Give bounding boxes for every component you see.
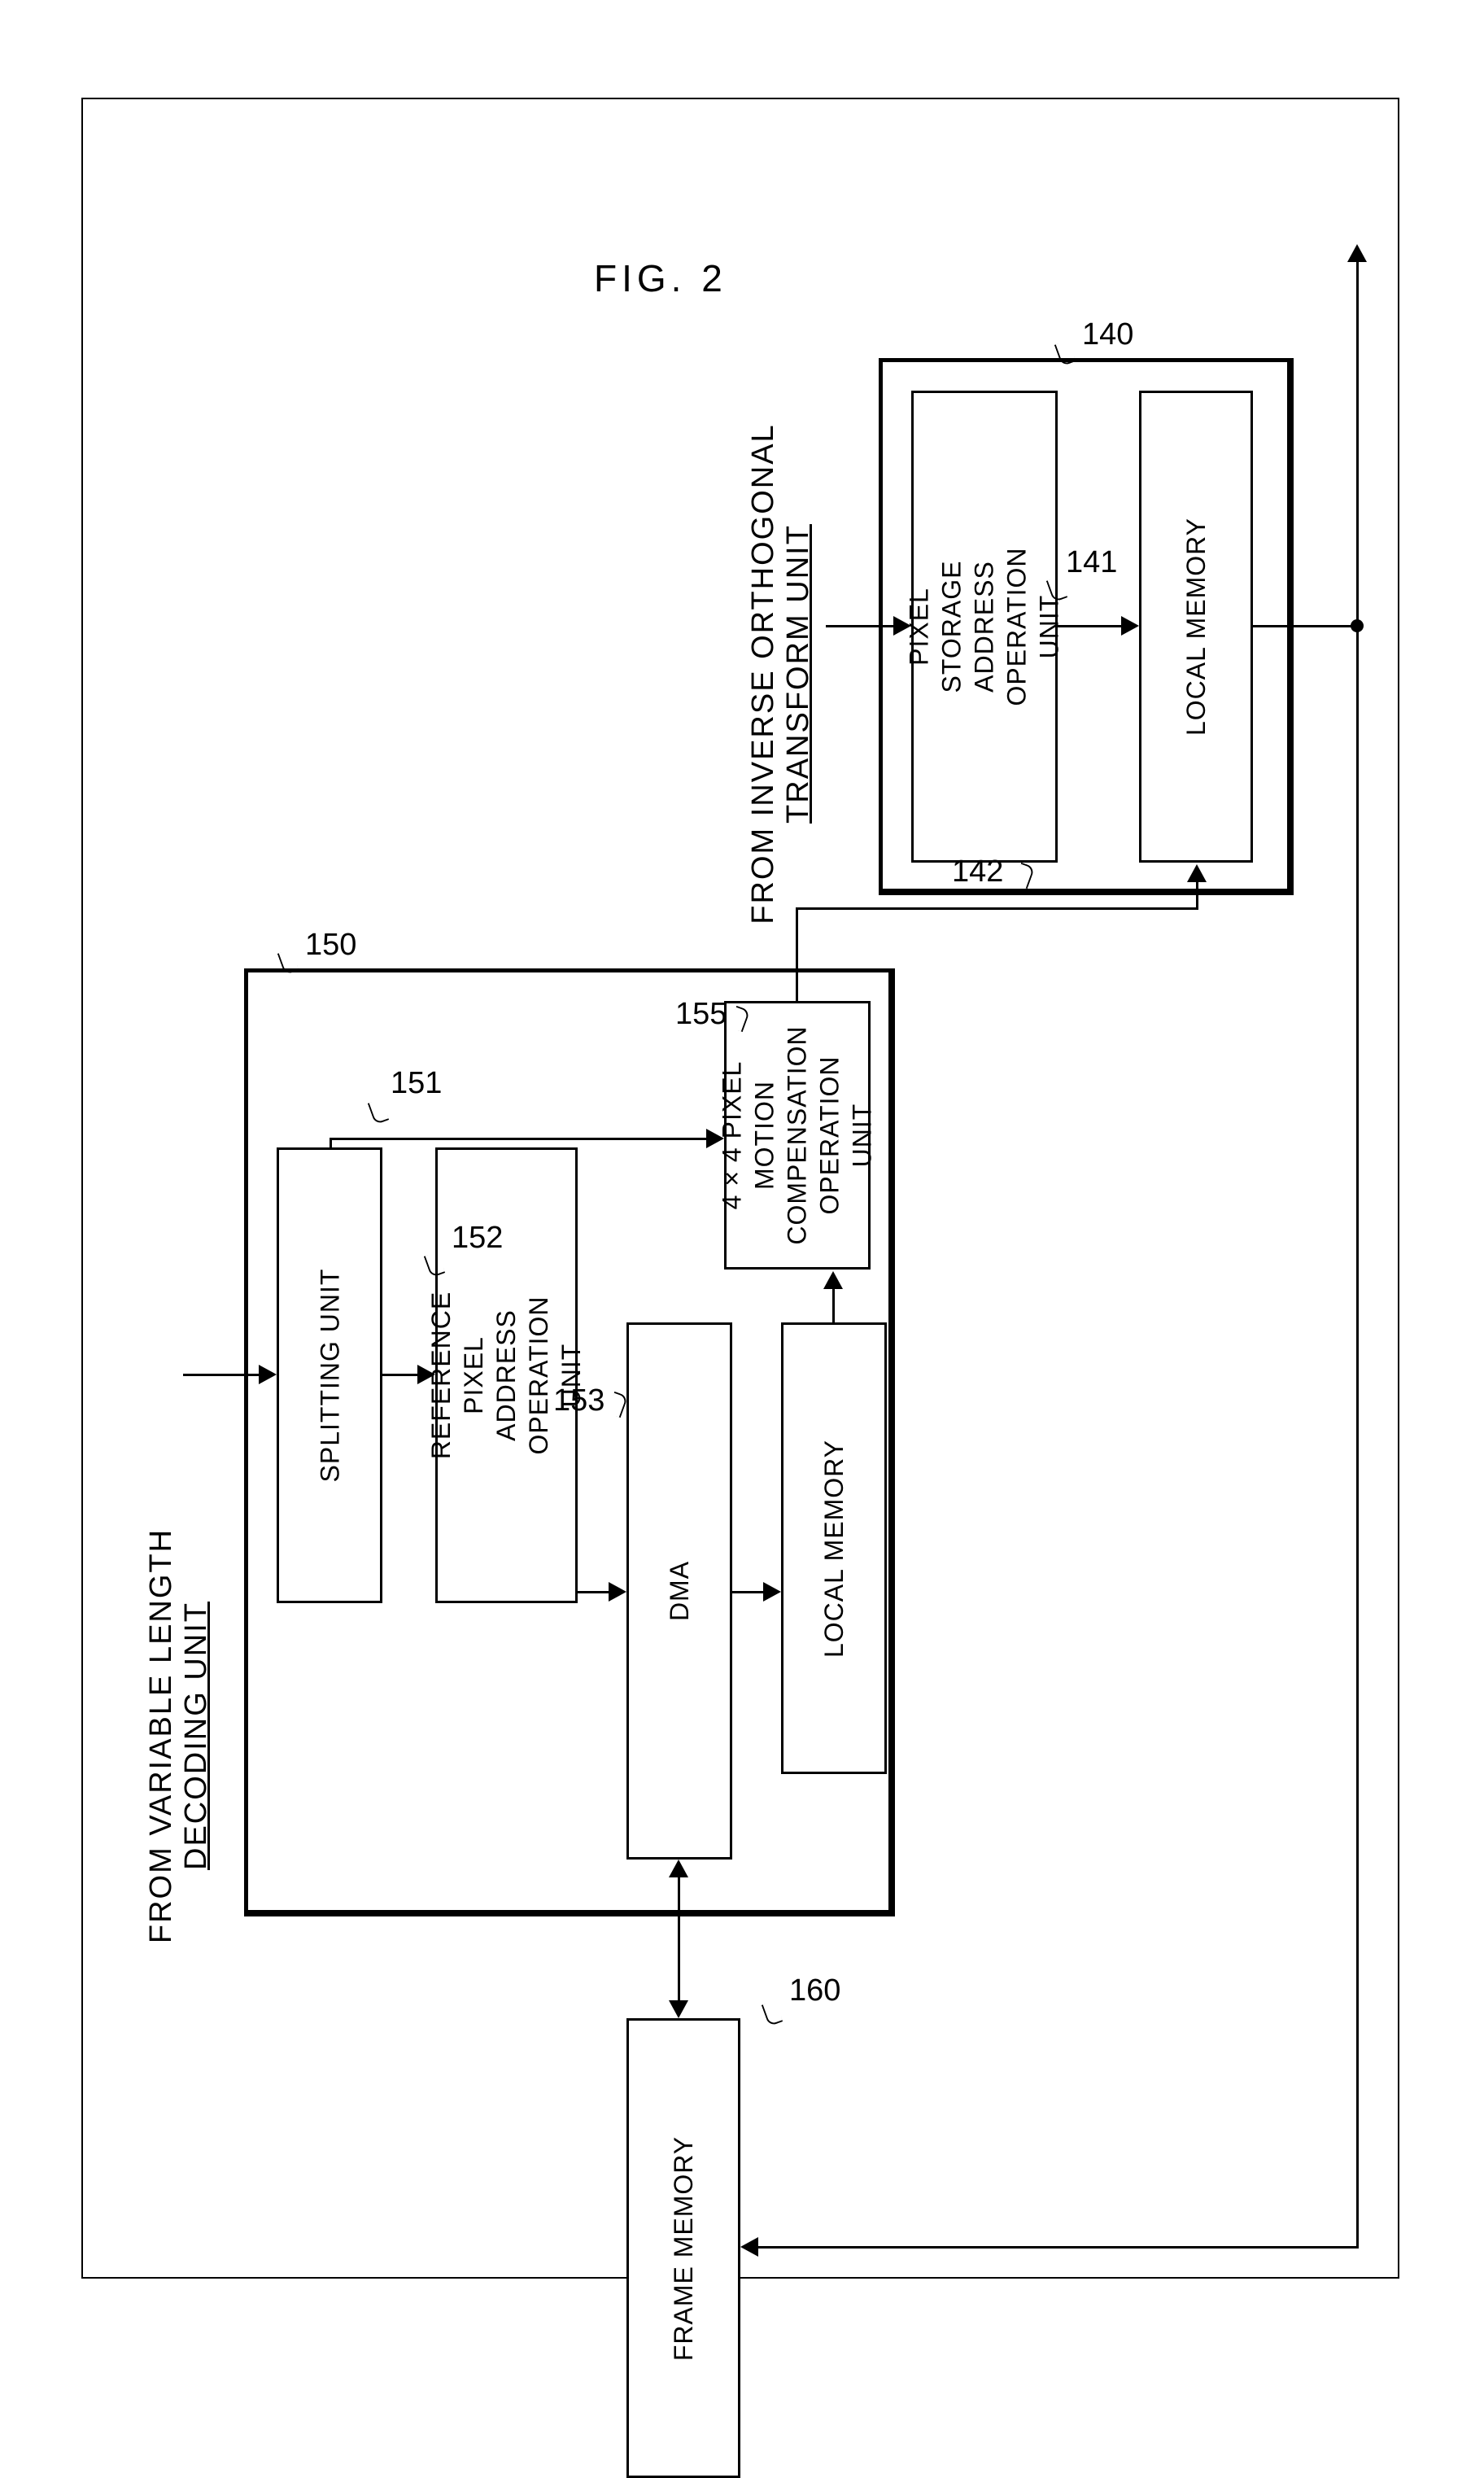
block-splitting-label: SPLITTING UNIT — [313, 1269, 346, 1483]
ref-150: 150 — [305, 928, 356, 963]
ref-160: 160 — [789, 1973, 840, 2008]
block-dma-label: DMA — [663, 1561, 696, 1621]
arrow-152-153 — [609, 1582, 626, 1602]
block-dma: DMA — [626, 1322, 732, 1860]
label-from-vld-text: FROM VARIABLE LENGTHDECODING UNIT — [144, 1528, 213, 1943]
block-splitting: SPLITTING UNIT — [277, 1147, 382, 1603]
arrow-155-142 — [1187, 864, 1207, 882]
ref-140: 140 — [1082, 317, 1133, 352]
line-142-fm-v — [1356, 627, 1359, 2248]
block-frame-memory: FRAME MEMORY — [626, 2018, 740, 2478]
ref-153: 153 — [553, 1383, 605, 1418]
block-local-memory-150-label: LOCAL MEMORY — [818, 1439, 850, 1657]
line-155-142-v — [796, 907, 798, 1001]
ref-142: 142 — [952, 854, 1003, 889]
block-frame-memory-label: FRAME MEMORY — [667, 2135, 700, 2360]
line-151-152 — [382, 1374, 419, 1376]
line-154-155 — [832, 1287, 835, 1324]
block-ref-pixel-addr-label: REFERENCE PIXEL ADDRESS OPERATION UNIT — [426, 1291, 588, 1459]
block-local-memory-140: LOCAL MEMORY — [1139, 391, 1253, 863]
figure-title: FIG. 2 — [594, 256, 727, 300]
arrow-dma-fm-down — [669, 2000, 688, 2018]
block-local-memory-140-label: LOCAL MEMORY — [1180, 518, 1212, 736]
arrow-141-142 — [1121, 616, 1139, 636]
line-153-154 — [732, 1591, 765, 1593]
line-142-out-v-up — [1356, 260, 1359, 627]
arrow-dma-fm-up — [669, 1860, 688, 1877]
arrow-vld-split — [259, 1365, 277, 1384]
block-pixel-storage-label: PIXEL STORAGE ADDRESS OPERATION UNIT — [903, 547, 1066, 706]
line-141-142 — [1058, 625, 1123, 627]
arrow-151-152 — [417, 1365, 435, 1384]
line-vld-split — [183, 1374, 260, 1376]
line-152-153 — [578, 1591, 610, 1593]
arrow-153-154 — [763, 1582, 781, 1602]
iotu-part1: INVERSE ORTHOGONAL — [746, 423, 780, 816]
ref-155: 155 — [675, 997, 727, 1032]
iotu-uline: TRANSFORM UNIT — [781, 524, 815, 824]
line-dma-fm — [678, 1876, 680, 2002]
block-ref-pixel-addr: REFERENCE PIXEL ADDRESS OPERATION UNIT — [435, 1147, 578, 1603]
block-mc-4x4: 4 × 4 PIXEL MOTION COMPENSATION OPERATIO… — [724, 1001, 871, 1270]
arrow-151-155 — [706, 1129, 724, 1148]
line-155-142-h — [796, 907, 1198, 910]
block-pixel-storage: PIXEL STORAGE ADDRESS OPERATION UNIT — [911, 391, 1058, 863]
label-from-vld: FROM VARIABLE LENGTHDECODING UNIT — [144, 1451, 214, 2021]
arrow-iotu-141 — [893, 616, 911, 636]
arrow-142-fm — [740, 2237, 758, 2257]
vld-uline: DECODING UNIT — [179, 1602, 213, 1870]
line-iotu-141 — [826, 625, 895, 627]
ref-152: 152 — [452, 1221, 503, 1256]
line-142-out-h — [1253, 625, 1359, 627]
line-155-142-v2 — [1196, 881, 1198, 909]
line-151-155-c — [330, 1138, 386, 1140]
vld-part1: VARIABLE LENGTH — [144, 1528, 178, 1836]
block-mc-4x4-label: 4 × 4 PIXEL MOTION COMPENSATION OPERATIO… — [716, 1025, 879, 1244]
arrow-154-155 — [823, 1271, 843, 1289]
block-local-memory-150: LOCAL MEMORY — [781, 1322, 887, 1774]
label-from-iotu: FROM INVERSE ORTHOGONALTRANSFORM UNIT — [746, 348, 816, 999]
label-iotu-text: FROM INVERSE ORTHOGONALTRANSFORM UNIT — [746, 423, 815, 924]
page: FIG. 2 FROM VARIABLE LENGTHDECODING UNIT… — [0, 0, 1484, 2371]
line-151-155-h — [382, 1138, 708, 1140]
ref-151: 151 — [391, 1066, 442, 1101]
ref-141: 141 — [1066, 545, 1117, 580]
line-142-fm-h — [757, 2246, 1359, 2249]
arrow-142-out — [1347, 244, 1367, 262]
